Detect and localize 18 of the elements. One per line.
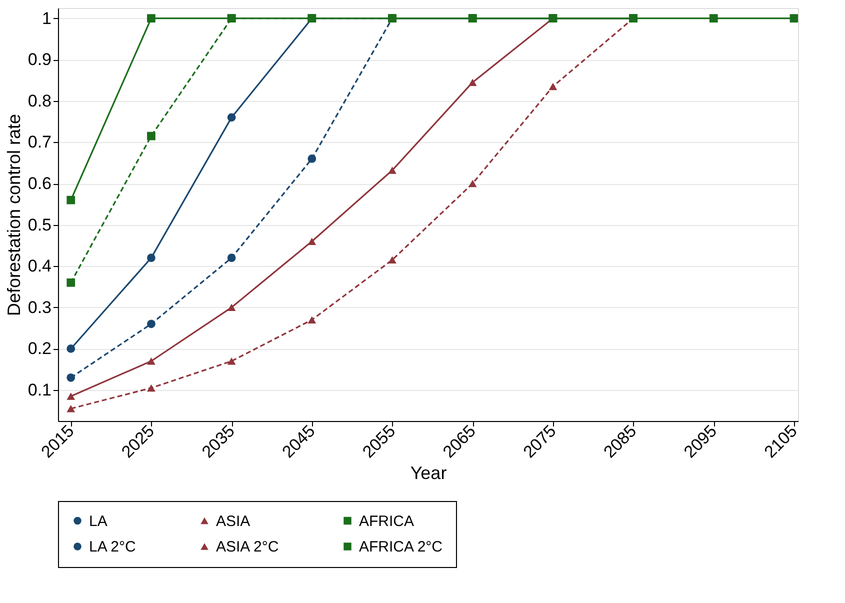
y-tick-label: 0.1 — [28, 380, 52, 400]
y-tick-label: 0.9 — [28, 50, 52, 70]
legend-label: AFRICA — [359, 512, 414, 530]
y-tick-label: 0.2 — [28, 339, 52, 358]
x-axis-title: Year — [410, 462, 447, 483]
legend-label: ASIA — [216, 512, 250, 530]
legend-label: LA 2°C — [89, 538, 136, 556]
legend-label: AFRICA 2°C — [359, 538, 443, 556]
legend-label: ASIA 2°C — [216, 538, 279, 556]
y-tick-label: 0.4 — [28, 256, 52, 276]
y-axis-title: Deforestation control rate — [4, 114, 24, 316]
y-tick-label: 0.3 — [28, 298, 52, 317]
y-tick-label: 0.8 — [28, 91, 52, 110]
y-tick-label: 0.7 — [28, 132, 52, 152]
y-tick-label: 1 — [42, 8, 52, 28]
legend-label: LA — [89, 512, 108, 530]
y-tick-label: 0.6 — [28, 174, 52, 194]
y-tick-label: 0.5 — [28, 215, 52, 234]
